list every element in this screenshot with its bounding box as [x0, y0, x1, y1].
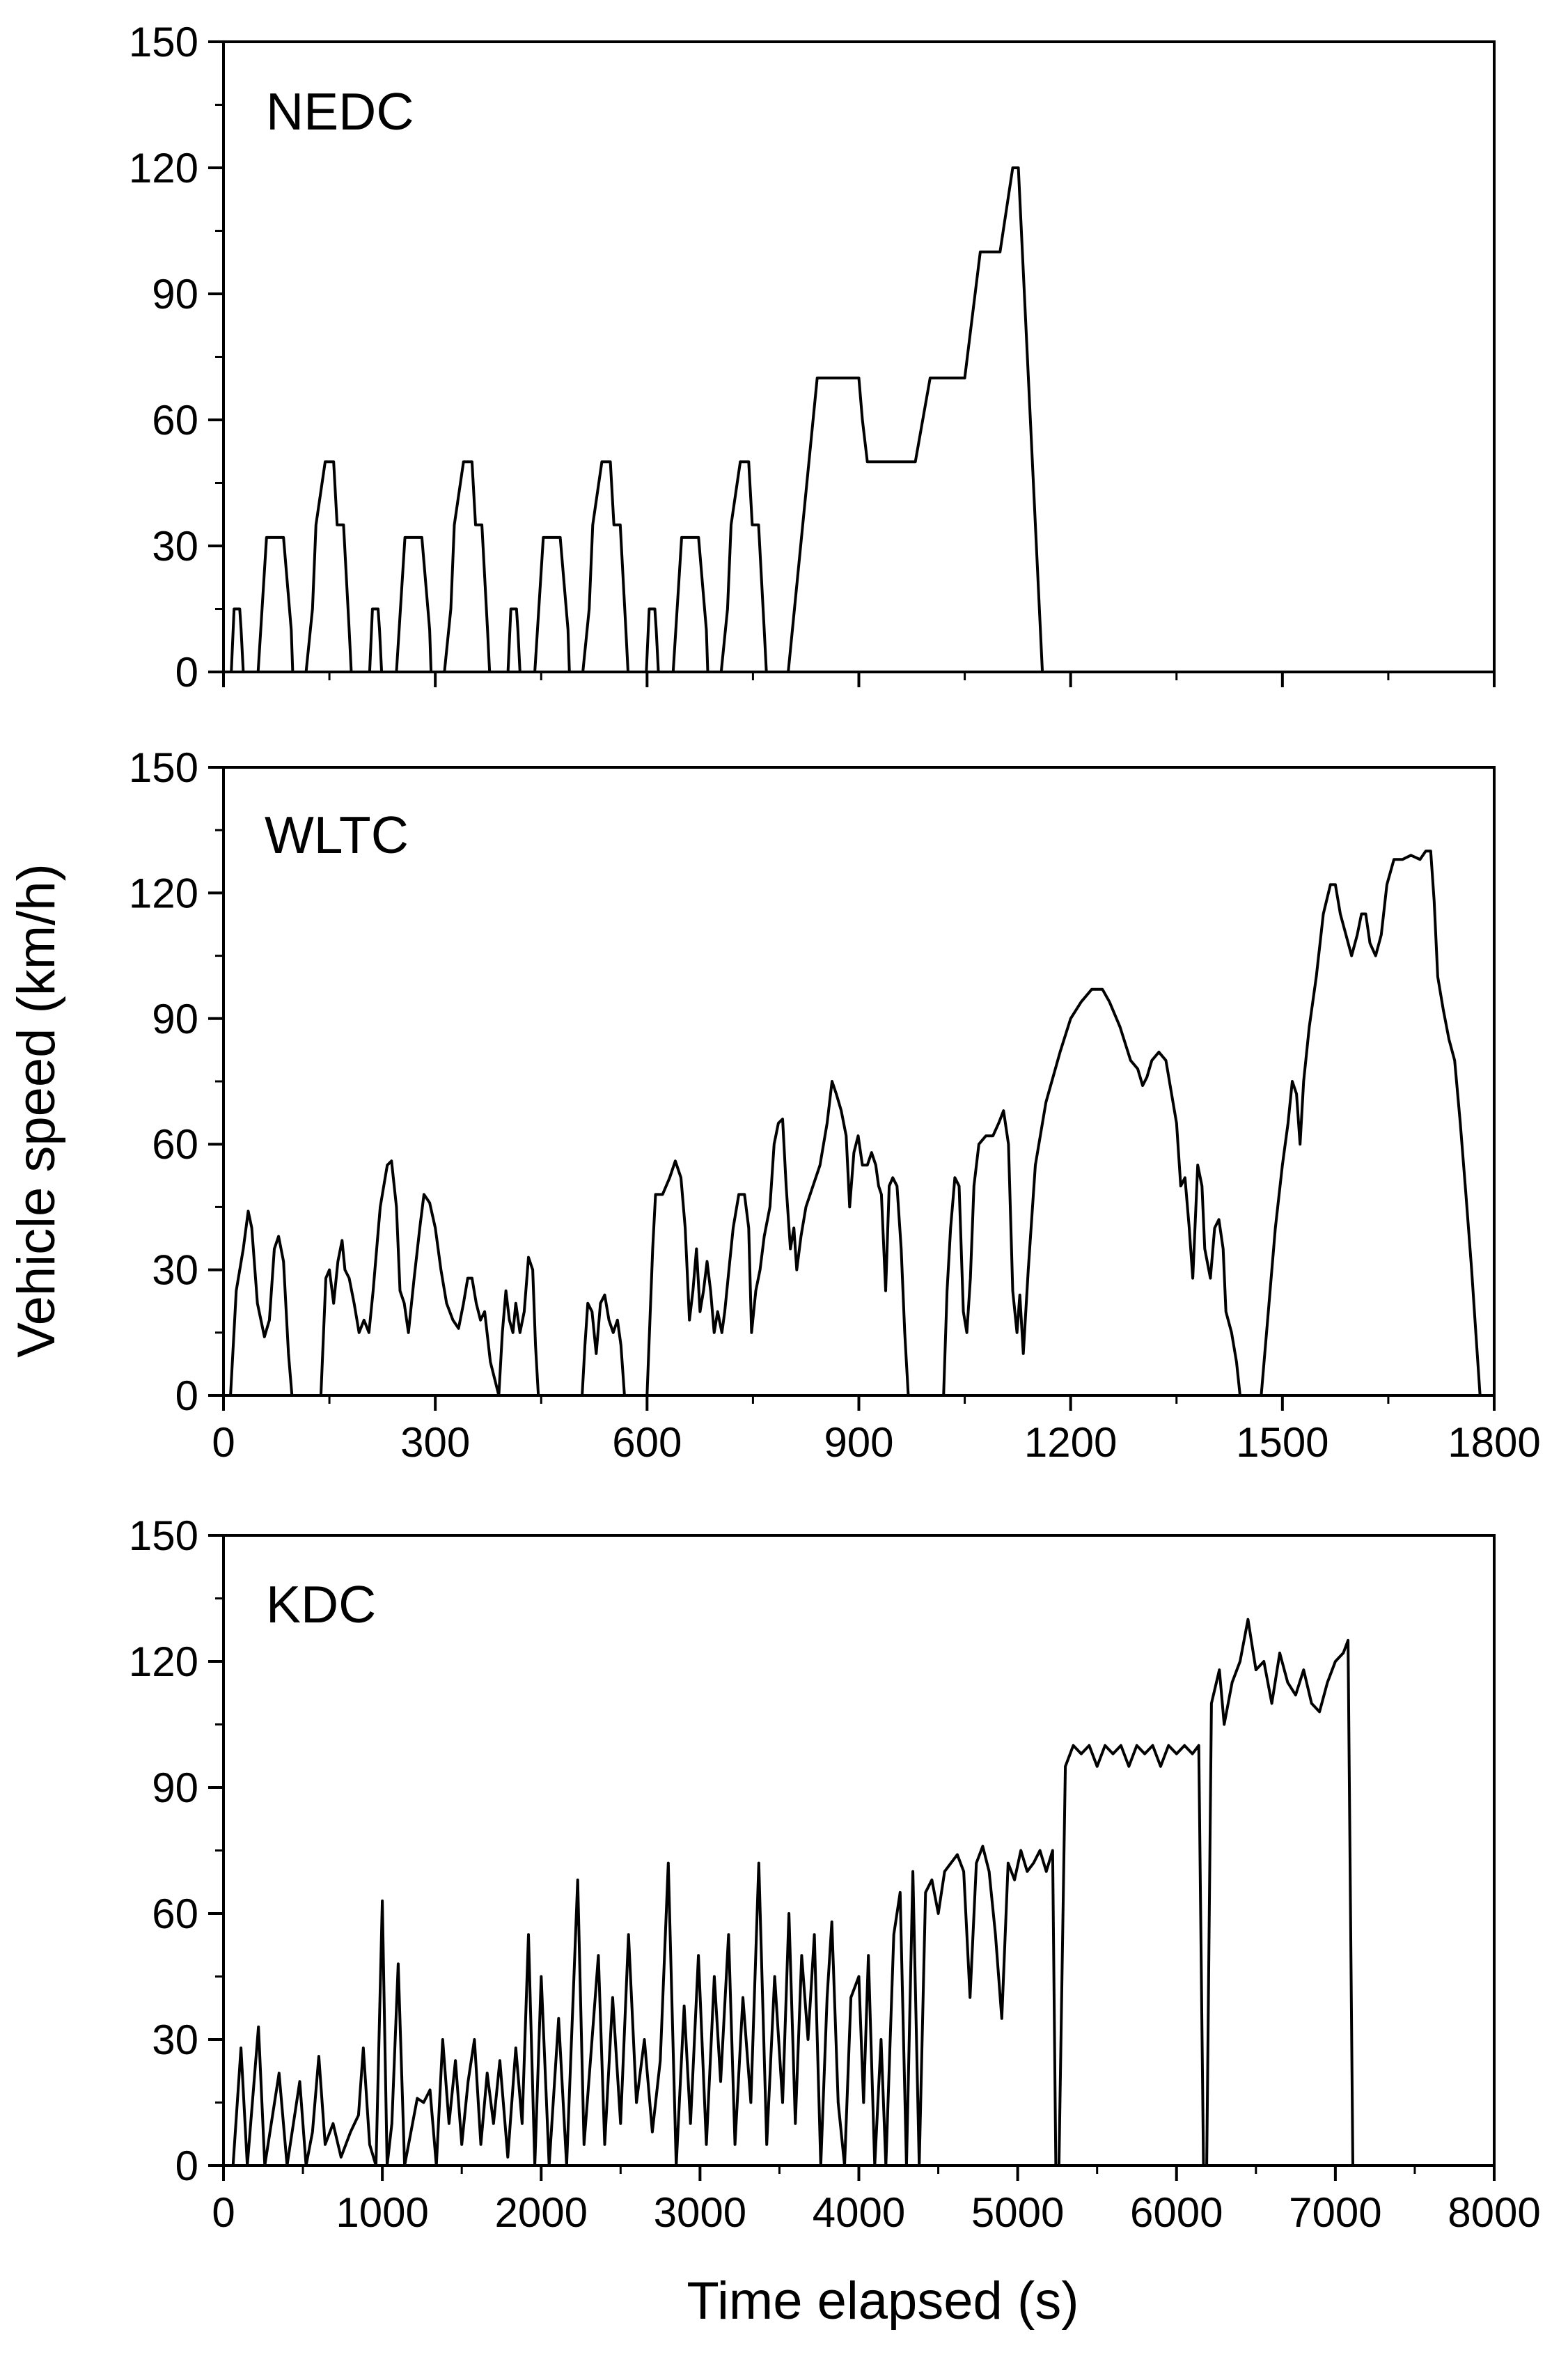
- panel-kdc-y-tick-label: 150: [129, 1512, 198, 1559]
- panel-kdc-frame: [222, 1534, 1496, 2167]
- series-line-wltc: [224, 850, 1494, 1397]
- panel-nedc-series: [224, 166, 1494, 673]
- panel-kdc-x-tick-label: 1000: [336, 2189, 428, 2236]
- panel-kdc-x-tick-label: 6000: [1130, 2189, 1223, 2236]
- panel-nedc-label: NEDC: [266, 82, 414, 141]
- panel-wltc-y-tick-label: 150: [129, 744, 198, 791]
- panel-kdc-series: [224, 1618, 1494, 2167]
- y-axis-title: Vehicle speed (km/h): [7, 863, 66, 1358]
- panel-wltc-x-tick-label: 1200: [1024, 1419, 1117, 1466]
- panel-wltc-label: WLTC: [265, 806, 409, 864]
- panel-nedc-tick-labels: 0 30 60 90 120 150: [129, 19, 198, 696]
- panel-nedc-y-tick-label: 150: [129, 19, 198, 65]
- panel-nedc: 0 30 60 90 120 150 NEDC: [129, 19, 1496, 696]
- panel-wltc-y-tick-label: 0: [175, 1372, 198, 1419]
- panel-kdc-x-tick-label: 7000: [1289, 2189, 1381, 2236]
- panel-nedc-y-tick-label: 60: [152, 397, 198, 444]
- panel-kdc-x-tick-label: 8000: [1448, 2189, 1540, 2236]
- panel-wltc-tick-labels: 0 300 600 900 1200 1500 1800 0 30 60 90 120 150: [129, 744, 1541, 1466]
- panel-kdc-y-tick-label: 60: [152, 1891, 198, 1937]
- panel-wltc-frame: [222, 766, 1496, 1397]
- panel-wltc-y-tick-label: 60: [152, 1121, 198, 1168]
- panel-nedc-y-tick-label: 90: [152, 271, 198, 318]
- panel-kdc-x-tick-label: 5000: [971, 2189, 1064, 2236]
- series-line-kdc: [224, 1618, 1494, 2167]
- panel-kdc-label: KDC: [266, 1575, 376, 1634]
- panel-wltc-x-tick-label: 300: [400, 1419, 470, 1466]
- panel-wltc-x-tick-label: 1500: [1236, 1419, 1328, 1466]
- panel-nedc-y-tick-label: 0: [175, 649, 198, 696]
- panel-nedc-y-tick-label: 30: [152, 523, 198, 570]
- panel-wltc-x-tick-label: 1800: [1448, 1419, 1540, 1466]
- panel-kdc-y-tick-label: 90: [152, 1764, 198, 1811]
- panel-kdc-x-tick-label: 2000: [495, 2189, 588, 2236]
- panel-kdc-y-tick-label: 30: [152, 2017, 198, 2063]
- panel-wltc-x-tick-label: 900: [824, 1419, 893, 1466]
- panel-wltc: 0 300 600 900 1200 1500 1800 0 30 60 90 120 150 WLTC: [129, 744, 1541, 1466]
- panel-kdc-y-tick-label: 120: [129, 1638, 198, 1685]
- panel-wltc-y-tick-label: 120: [129, 870, 198, 916]
- panel-wltc-series: [224, 850, 1494, 1397]
- panel-wltc-x-tick-label: 600: [612, 1419, 682, 1466]
- panel-kdc-tick-labels: 0 1000 2000 3000 4000 5000 6000 7000 8000 0 30 60 90…: [129, 1512, 1541, 2236]
- panel-kdc-x-tick-label: 4000: [813, 2189, 905, 2236]
- panel-kdc-y-tick-label: 0: [175, 2143, 198, 2189]
- panel-kdc: 0 1000 2000 3000 4000 5000 6000 7000 8000 0 30 60 90…: [129, 1512, 1541, 2236]
- panel-nedc-y-tick-label: 120: [129, 145, 198, 191]
- panel-wltc-y-tick-label: 30: [152, 1247, 198, 1294]
- panel-wltc-y-tick-label: 90: [152, 996, 198, 1042]
- panel-wltc-x-tick-label: 0: [212, 1419, 235, 1466]
- series-line-nedc: [224, 166, 1494, 673]
- x-axis-title: Time elapsed (s): [687, 2271, 1079, 2331]
- panel-kdc-x-tick-label: 3000: [654, 2189, 746, 2236]
- panel-kdc-x-tick-label: 0: [212, 2189, 235, 2236]
- panel-nedc-frame: [222, 40, 1496, 673]
